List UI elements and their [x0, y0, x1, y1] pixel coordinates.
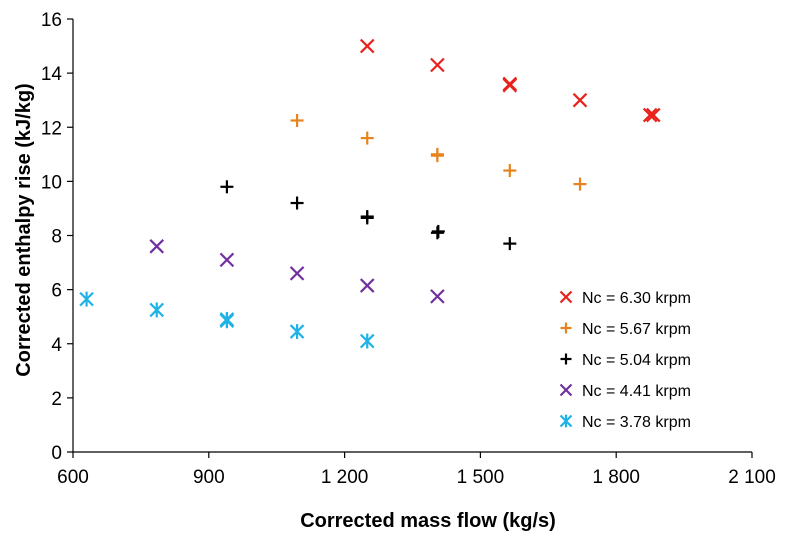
legend-marker: [560, 353, 572, 365]
data-point: [79, 291, 94, 307]
x-tick-label: 1 200: [321, 467, 369, 488]
legend-label: Nc = 6.30 krpm: [582, 290, 691, 307]
legend: Nc = 6.30 krpm Nc = 5.67 krpm Nc = 5.04 kr…: [559, 290, 691, 431]
legend-marker: [560, 322, 572, 334]
data-point: [573, 177, 587, 191]
legend-label: Nc = 5.67 krpm: [582, 321, 691, 338]
y-tick-label: 10: [41, 172, 62, 193]
data-point: [359, 333, 375, 349]
x-tick-label: 2 100: [728, 467, 776, 488]
y-tick-label: 12: [41, 118, 62, 139]
y-tick-label: 6: [51, 281, 62, 302]
x-axis-ticks: 600 900 1 200 1 500 1 800 2 100: [57, 452, 776, 488]
data-point: [642, 107, 658, 123]
y-tick-label: 16: [41, 10, 62, 31]
legend-label: Nc = 4.41 krpm: [582, 383, 691, 400]
data-point: [289, 266, 305, 281]
series-nc-4-41-krpm: [149, 239, 445, 304]
data-point: [219, 311, 235, 327]
y-tick-label: 8: [51, 227, 62, 248]
legend-marker: [559, 414, 573, 428]
series-nc-3-78-krpm: [79, 291, 375, 349]
legend-label: Nc = 5.04 krpm: [582, 352, 691, 369]
y-tick-label: 4: [51, 335, 62, 356]
data-point: [430, 149, 444, 163]
data-point: [219, 252, 235, 268]
series-nc-5-67-krpm: [290, 113, 587, 191]
x-tick-label: 600: [57, 467, 89, 488]
data-point: [502, 78, 518, 93]
data-point: [359, 38, 375, 54]
data-point: [360, 210, 374, 224]
y-tick-label: 2: [51, 389, 62, 410]
data-point: [646, 107, 661, 123]
series-nc-6-30-krpm: [359, 38, 661, 123]
data-points: [79, 38, 661, 349]
y-tick-label: 0: [51, 443, 62, 464]
y-tick-label: 14: [41, 64, 63, 85]
y-axis-title: Corrected enthalpy rise (kJ/kg): [13, 83, 35, 376]
x-tick-label: 1 800: [592, 467, 640, 488]
data-point: [430, 289, 445, 304]
series-nc-5-04-krpm: [220, 180, 517, 251]
data-point: [220, 180, 234, 194]
x-tick-label: 900: [193, 467, 225, 488]
data-point: [149, 302, 165, 318]
data-point: [503, 164, 517, 178]
x-tick-label: 1 500: [457, 467, 505, 488]
data-point: [430, 57, 445, 73]
y-axis-ticks: 0 2 4 6 8 10 12 14 16: [41, 10, 73, 464]
data-point: [572, 92, 588, 108]
data-point: [290, 196, 304, 210]
x-axis-title: Corrected mass flow (kg/s): [300, 510, 556, 532]
data-point: [149, 239, 165, 254]
legend-label: Nc = 3.78 krpm: [582, 414, 691, 431]
data-point: [503, 237, 517, 251]
data-point: [289, 324, 305, 340]
data-point: [431, 224, 445, 238]
data-point: [359, 278, 375, 293]
data-point: [290, 113, 304, 127]
legend-marker: [559, 290, 573, 304]
legend-marker: [559, 383, 573, 397]
data-point: [360, 131, 374, 145]
